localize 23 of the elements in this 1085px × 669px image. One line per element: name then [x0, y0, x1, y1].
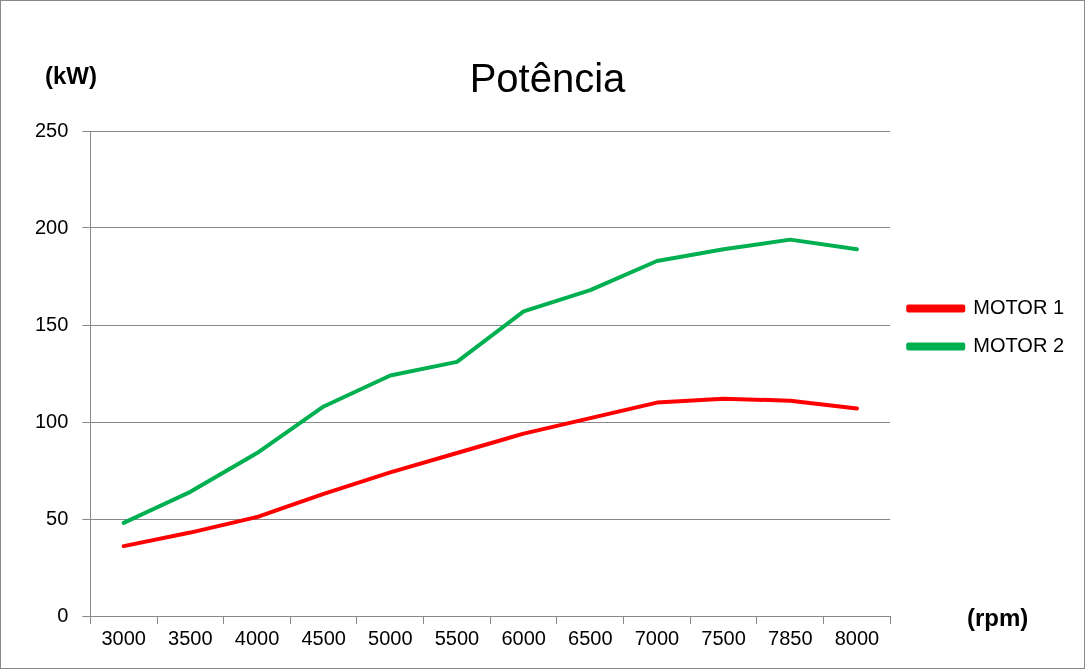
- y-tick-label: 250: [34, 118, 69, 141]
- legend-label: MOTOR 2: [973, 334, 1065, 357]
- x-tick-label: 5000: [368, 626, 413, 649]
- x-tick-label: 7000: [634, 626, 680, 649]
- x-axis-title: (rpm): [967, 603, 1029, 631]
- x-tick-label: 7500: [701, 626, 746, 649]
- x-tick-label: 8000: [834, 626, 880, 649]
- x-tick-label: 4000: [234, 626, 280, 649]
- x-tick-label: 6000: [501, 626, 546, 649]
- legend-label: MOTOR 1: [973, 296, 1065, 319]
- x-tick-label: 3000: [101, 626, 146, 649]
- x-tick-label: 6500: [568, 626, 613, 649]
- y-tick-label: 150: [34, 312, 69, 335]
- x-tick-label: 5500: [434, 626, 480, 649]
- x-tick-label: 4500: [301, 626, 346, 649]
- x-tick-label: 3500: [168, 626, 213, 649]
- y-tick-label: 200: [34, 215, 69, 238]
- x-tick-label: 7850: [768, 626, 813, 649]
- y-tick-label: 50: [46, 506, 69, 529]
- y-tick-label: 100: [34, 409, 69, 432]
- y-axis-title: (kW): [45, 61, 97, 89]
- chart-title: Potência: [469, 56, 627, 101]
- y-tick-label: 0: [57, 603, 69, 626]
